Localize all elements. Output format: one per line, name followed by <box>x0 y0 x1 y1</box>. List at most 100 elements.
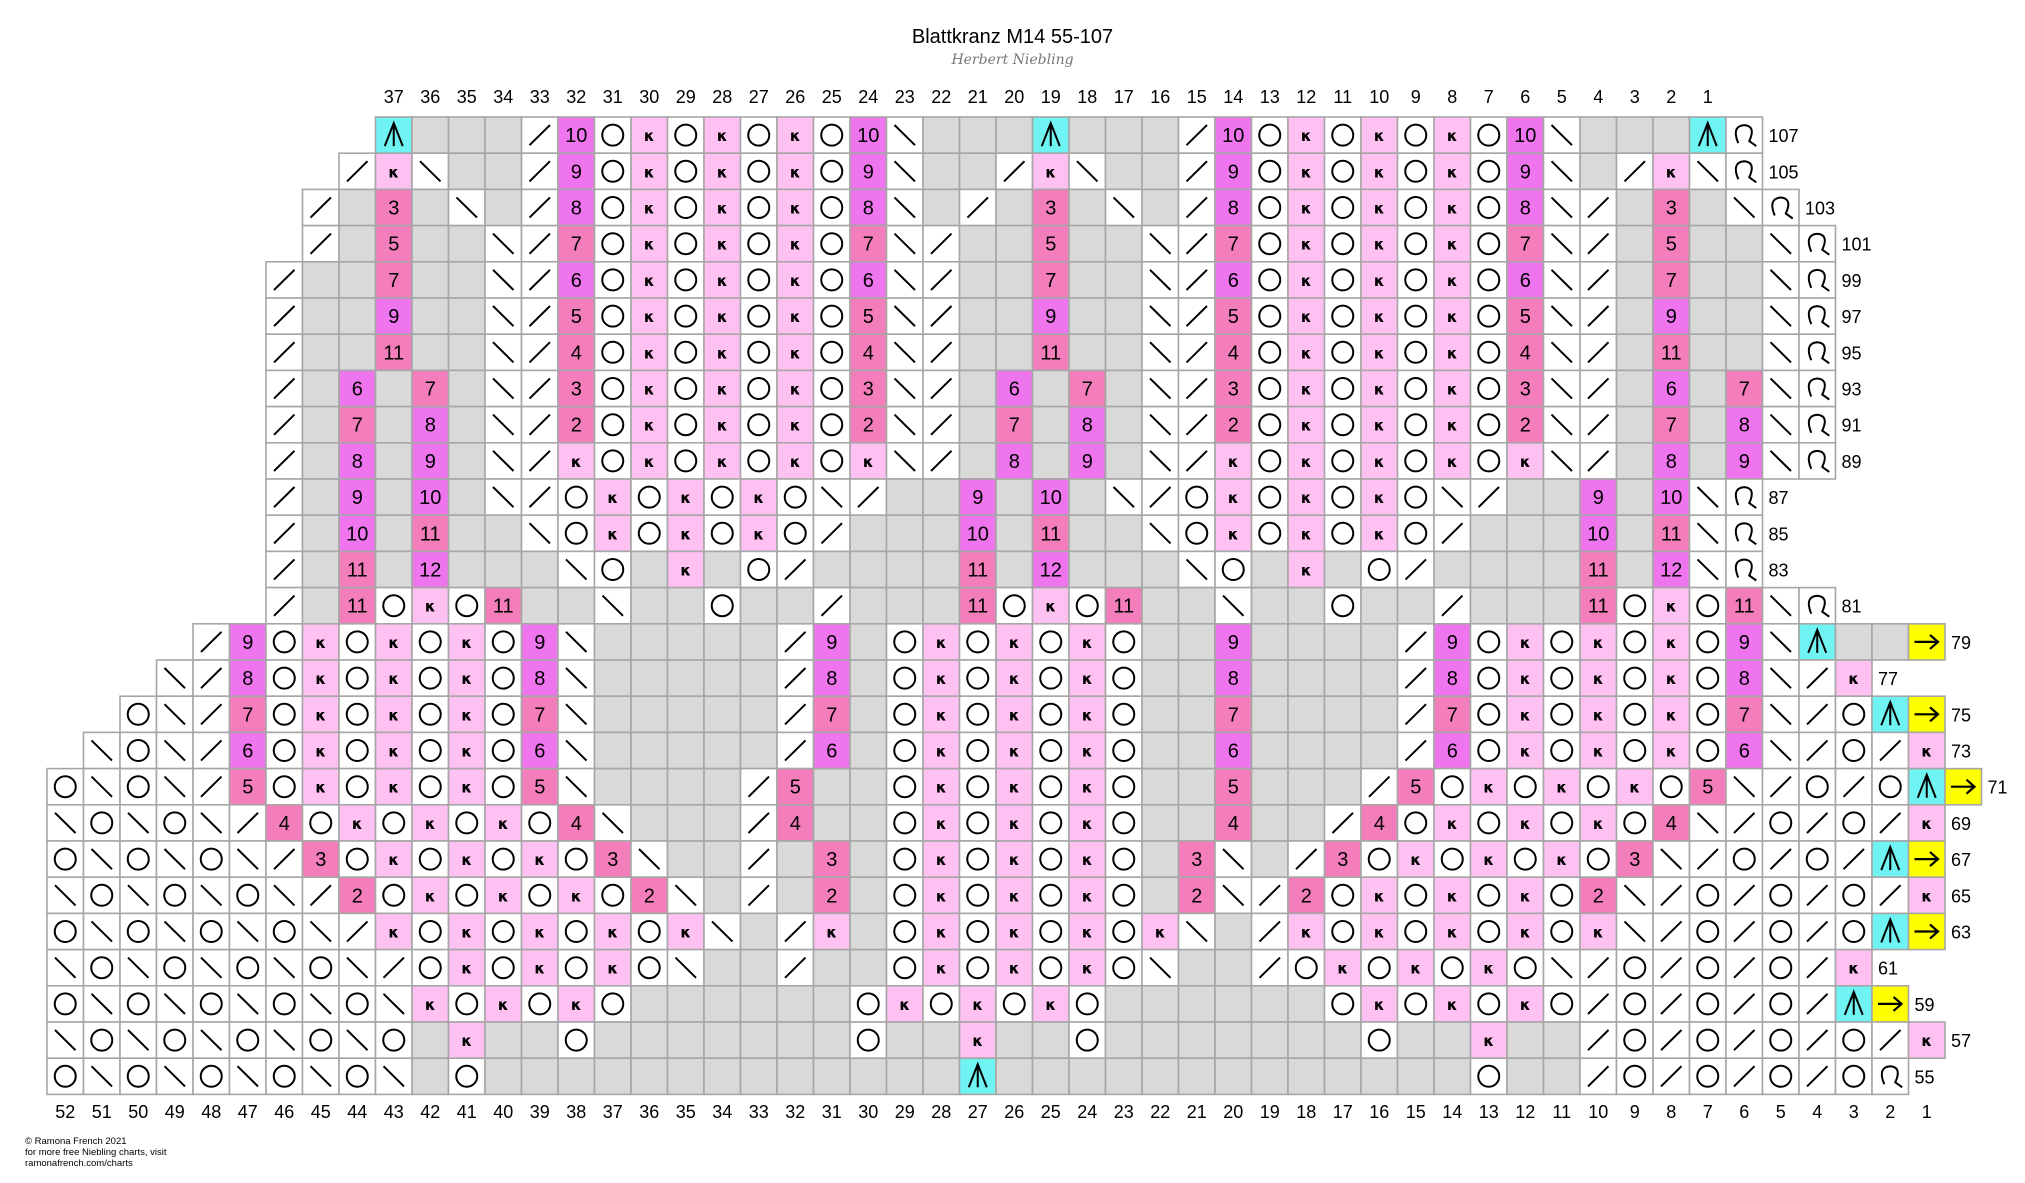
stitch-cell <box>703 695 742 734</box>
row-number: 97 <box>1842 307 1862 327</box>
stitch-cell <box>1360 586 1399 625</box>
k-symbol: κ <box>644 381 655 399</box>
yarn-over-symbol <box>272 992 296 1016</box>
stitch-cell <box>1652 1057 1691 1096</box>
yarn-over-symbol <box>382 811 406 835</box>
stitch-cell: κ <box>1360 369 1399 408</box>
stitch-cell: κ <box>922 912 961 951</box>
k-symbol: κ <box>644 163 655 181</box>
stitch-cell <box>995 550 1034 589</box>
stitch-cell <box>1761 948 1800 987</box>
arrow-symbol <box>1914 634 1940 650</box>
k2tog-symbol <box>528 160 551 183</box>
yarn-over-symbol <box>1477 992 1501 1016</box>
stitch-cell <box>301 984 340 1023</box>
k2tog-symbol <box>346 920 369 943</box>
stitch-cell <box>739 188 778 227</box>
stitch-cell <box>885 767 924 806</box>
k2tog-symbol <box>528 124 551 146</box>
column-number-top: 37 <box>384 87 404 107</box>
arrow-symbol <box>1914 851 1940 867</box>
yarn-over-symbol <box>528 811 552 835</box>
ssk-symbol <box>893 232 916 255</box>
stitch-cell <box>1907 767 1946 806</box>
stitch-cell <box>1615 188 1654 227</box>
ssk-symbol <box>565 775 588 798</box>
repeat-count: 10 <box>1514 125 1536 147</box>
repeat-count: 4 <box>790 813 801 835</box>
yarn-over-symbol <box>893 739 917 762</box>
k2tog-symbol <box>309 232 332 255</box>
k2tog-symbol <box>747 848 770 870</box>
stitch-cell <box>1433 948 1472 987</box>
repeat-count: 5 <box>534 777 545 799</box>
stitch-cell <box>1396 1021 1435 1060</box>
ssk-symbol <box>1769 739 1792 762</box>
stitch-cell <box>1907 912 1946 951</box>
stitch-cell: κ <box>1506 912 1545 951</box>
stitch-cell <box>1177 514 1216 553</box>
ssk-symbol <box>1696 522 1719 545</box>
yarn-over-symbol <box>1842 811 1866 835</box>
k2tog-symbol <box>1404 558 1427 581</box>
k2tog-symbol <box>1623 160 1646 183</box>
stitch-cell: κ <box>1433 188 1472 227</box>
stitch-cell <box>1761 767 1800 806</box>
ssk-symbol <box>1550 956 1573 979</box>
stitch-cell <box>1141 224 1180 263</box>
stitch-cell <box>484 622 523 661</box>
stitch-cell: 11 <box>958 586 997 625</box>
stitch-cell <box>557 767 596 806</box>
stitch-cell <box>812 405 851 444</box>
stitch-cell <box>1177 188 1216 227</box>
stitch-cell <box>1688 803 1727 842</box>
stitch-cell <box>1396 405 1435 444</box>
stitch-cell <box>1688 586 1727 625</box>
stitch-cell <box>1250 876 1289 915</box>
stitch-cell <box>1834 767 1873 806</box>
stitch-cell <box>1068 478 1107 517</box>
double-decrease-symbol <box>1040 120 1061 147</box>
stitch-cell <box>1177 948 1216 987</box>
stitch-cell: 10 <box>1214 116 1253 155</box>
stitch-cell <box>411 731 450 770</box>
ssk-symbol <box>492 305 515 327</box>
stitch-cell <box>1725 803 1764 842</box>
column-number-bottom: 21 <box>1187 1102 1207 1122</box>
k-symbol: κ <box>790 417 801 435</box>
stitch-cell <box>265 912 304 951</box>
yarn-over-symbol <box>1769 883 1793 907</box>
stitch-cell: 8 <box>849 188 888 227</box>
stitch-cell <box>228 984 267 1023</box>
stitch-cell: 11 <box>338 550 377 589</box>
yarn-over-symbol <box>1842 702 1866 726</box>
stitch-cell <box>484 188 523 227</box>
yarn-over-symbol <box>491 739 515 762</box>
stitch-cell <box>82 803 121 842</box>
column-number-top: 15 <box>1187 87 1207 107</box>
yarn-over-symbol <box>1112 811 1136 835</box>
stitch-cell <box>666 586 705 625</box>
stitch-cell <box>82 1021 121 1060</box>
stitch-cell <box>119 1021 158 1060</box>
stitch-cell <box>1615 224 1654 263</box>
yarn-over-symbol <box>1440 775 1464 799</box>
repeat-count: 4 <box>1666 813 1677 835</box>
stitch-cell: 9 <box>1579 478 1618 517</box>
column-number-top: 13 <box>1260 87 1280 107</box>
k-symbol: κ <box>1009 634 1020 652</box>
k-symbol: κ <box>717 163 728 181</box>
stitch-cell <box>776 912 815 951</box>
yarn-over-symbol <box>1258 449 1282 473</box>
stitch-cell <box>447 803 486 842</box>
stitch-cell <box>1688 441 1727 480</box>
stitch-cell <box>119 948 158 987</box>
repeat-count: 11 <box>347 596 368 618</box>
yarn-over-symbol <box>1039 702 1063 726</box>
stitch-cell <box>447 369 486 408</box>
k-symbol: κ <box>1666 598 1677 616</box>
k-symbol: κ <box>461 743 472 761</box>
yarn-over-symbol <box>637 521 661 545</box>
stitch-cell <box>484 514 523 553</box>
stitch-cell <box>1396 369 1435 408</box>
